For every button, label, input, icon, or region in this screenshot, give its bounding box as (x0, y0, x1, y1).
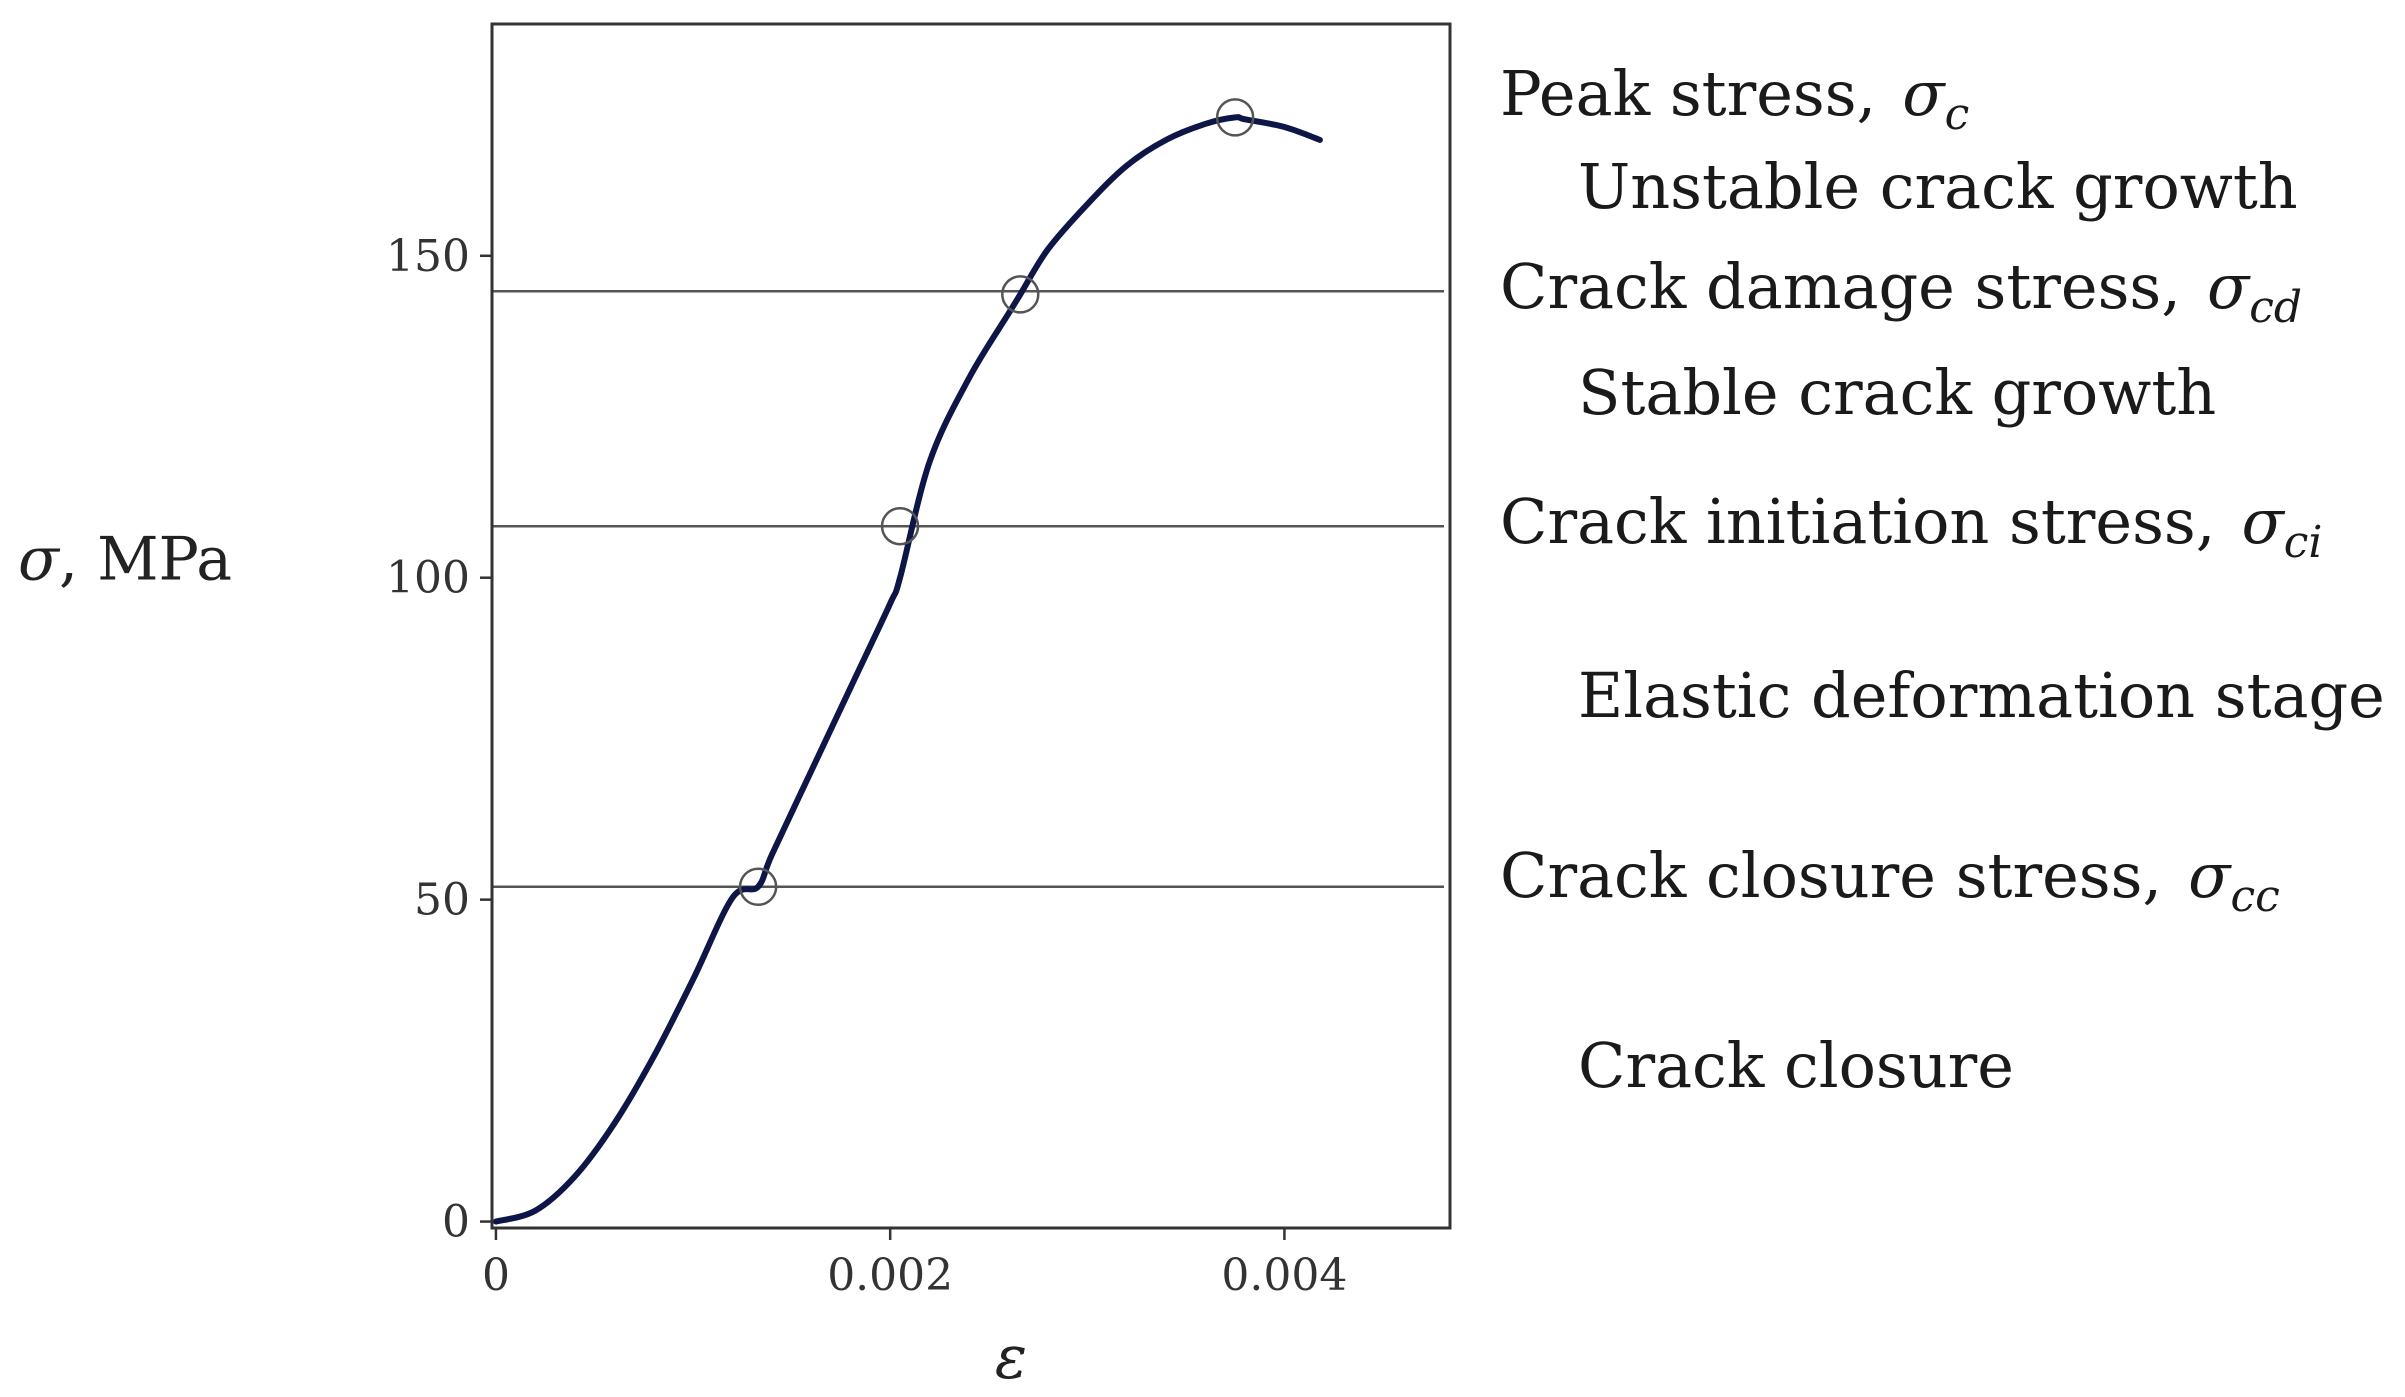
annotation-6: Elastic deformation stage (1578, 659, 2385, 732)
y-tick-label-3: 100 (386, 553, 470, 604)
annotation-3: Crack damage stress, σcd (1500, 250, 2302, 333)
stress-strain-curve (492, 114, 1323, 1225)
y-tick-label-2: 50 (414, 875, 470, 926)
x-axis-label: ε (995, 1323, 1027, 1393)
x-axis-ticks: 0 0.002 0.004 (482, 1228, 1347, 1301)
plot-frame (490, 22, 1452, 1230)
marker-circle-3 (1001, 275, 1040, 314)
annotation-8: Crack closure (1578, 1029, 2014, 1102)
y-axis-ticks: 0 50 100 150 (386, 231, 492, 1248)
stage-annotations: Peak stress, σc Unstable crack growth Crack… (1500, 57, 2385, 1102)
x-tick-label-3: 0.004 (1221, 1250, 1347, 1301)
annotation-4: Stable crack growth (1578, 356, 2216, 429)
x-tick-label-2: 0.002 (827, 1250, 953, 1301)
annotation-7: Crack closure stress, σcc (1500, 839, 2280, 922)
marker-circle-4 (1215, 98, 1255, 137)
y-tick-label-1: 0 (442, 1197, 470, 1248)
marker-circle-1 (738, 867, 778, 907)
annotation-1: Peak stress, σc (1500, 57, 1969, 140)
curve-group (492, 114, 1323, 1225)
x-tick-label-1: 0 (482, 1250, 510, 1301)
marker-circle-2 (880, 506, 920, 546)
y-tick-label-4: 150 (386, 231, 470, 282)
annotation-2: Unstable crack growth (1578, 150, 2298, 223)
y-axis-label: σ, MPa (18, 525, 232, 595)
threshold-lines (492, 289, 1444, 889)
marker-group (738, 98, 1255, 907)
annotation-5: Crack initiation stress, σci (1500, 485, 2323, 568)
